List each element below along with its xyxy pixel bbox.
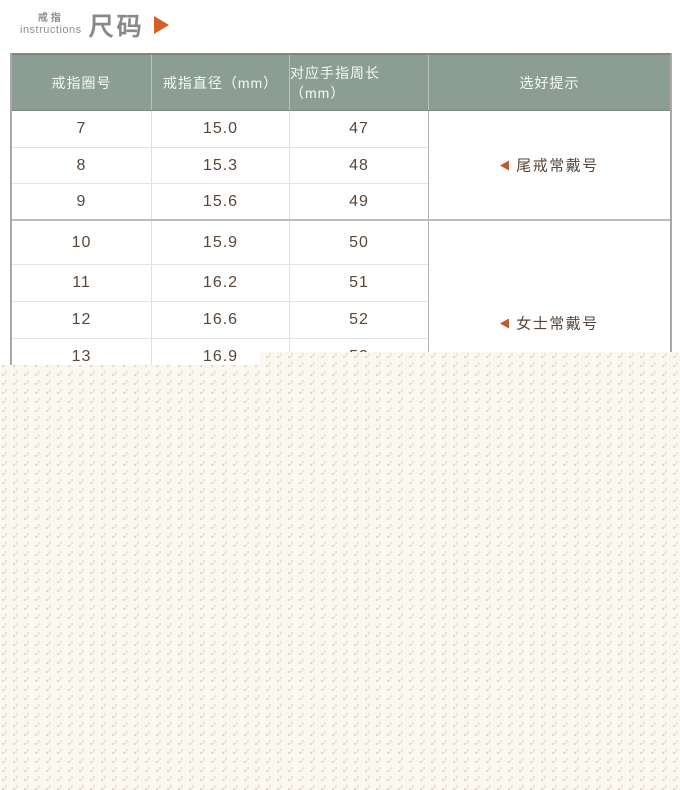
cell: 11 xyxy=(72,274,91,291)
left-triangle-icon xyxy=(500,318,510,328)
table-body: 7 15.0 47 8 15.3 48 9 15.6 49 尾戒常戴号 10 1… xyxy=(12,111,670,365)
table-row-group: 10 15.9 50 11 16.2 51 12 16.6 52 13 16.9… xyxy=(12,221,670,365)
cell: 49 xyxy=(289,184,428,219)
table-row: 10 15.9 50 xyxy=(12,221,428,264)
cell: 10 xyxy=(71,233,92,251)
cell: 15.6 xyxy=(151,184,289,219)
section-title: 戒指 instructions 尺码 xyxy=(20,7,169,43)
section-title-pre: 戒指 instructions xyxy=(20,13,82,36)
group-rows: 7 15.0 47 8 15.3 48 9 15.6 49 xyxy=(12,111,428,219)
tip-label: 尾戒常戴号 xyxy=(516,157,599,175)
tip-cell: 尾戒常戴号 xyxy=(428,111,670,219)
tip: 女士常戴号 xyxy=(429,313,670,334)
table-row: 7 15.0 47 xyxy=(12,111,428,147)
section-title-en: instructions xyxy=(20,24,82,37)
bottom-pattern-section xyxy=(0,365,680,790)
cell: 52 xyxy=(289,302,428,338)
ring-size-table: 戒指圈号 戒指直径（mm） 对应手指周长（mm） 选好提示 7 15.0 47 … xyxy=(10,53,672,365)
cell: 15.9 xyxy=(151,221,289,264)
cell: 15.0 xyxy=(151,111,289,147)
table-row: 11 16.2 51 xyxy=(12,264,428,301)
table-row: 9 15.6 49 xyxy=(12,183,428,219)
cell: 51 xyxy=(289,265,428,301)
cell: 50 xyxy=(289,221,428,264)
cell: 16.2 xyxy=(151,265,289,301)
tip-label: 女士常戴号 xyxy=(516,315,599,333)
table-row: 8 15.3 48 xyxy=(12,147,428,183)
cell: 12 xyxy=(71,311,92,328)
cell: 13 xyxy=(71,348,92,365)
left-triangle-icon xyxy=(500,160,510,170)
table-header-row: 戒指圈号 戒指直径（mm） 对应手指周长（mm） 选好提示 xyxy=(12,53,670,111)
column-header-tip: 选好提示 xyxy=(428,55,670,110)
cell: 47 xyxy=(289,111,428,147)
cell: 7 xyxy=(76,120,87,137)
column-header-circumference: 对应手指周长（mm） xyxy=(289,55,428,110)
cell: 15.3 xyxy=(151,148,289,183)
table-row-group: 7 15.0 47 8 15.3 48 9 15.6 49 尾戒常戴号 xyxy=(12,111,670,221)
table-row: 12 16.6 52 xyxy=(12,301,428,338)
right-triangle-icon xyxy=(153,16,169,34)
cell: 16.6 xyxy=(151,302,289,338)
tip-cell: 女士常戴号 xyxy=(428,221,670,365)
cell: 8 xyxy=(76,156,87,174)
cell: 16.9 xyxy=(151,339,289,365)
tip: 尾戒常戴号 xyxy=(429,155,670,176)
cell: 48 xyxy=(289,148,428,183)
section-title-cn-small: 戒指 xyxy=(37,13,64,25)
column-header-diameter: 戒指直径（mm） xyxy=(151,55,289,110)
group-rows: 10 15.9 50 11 16.2 51 12 16.6 52 13 16.9… xyxy=(12,221,428,365)
cell: 9 xyxy=(76,192,87,210)
page-title: 尺码 xyxy=(88,13,145,41)
column-header-ring-size: 戒指圈号 xyxy=(51,74,112,91)
